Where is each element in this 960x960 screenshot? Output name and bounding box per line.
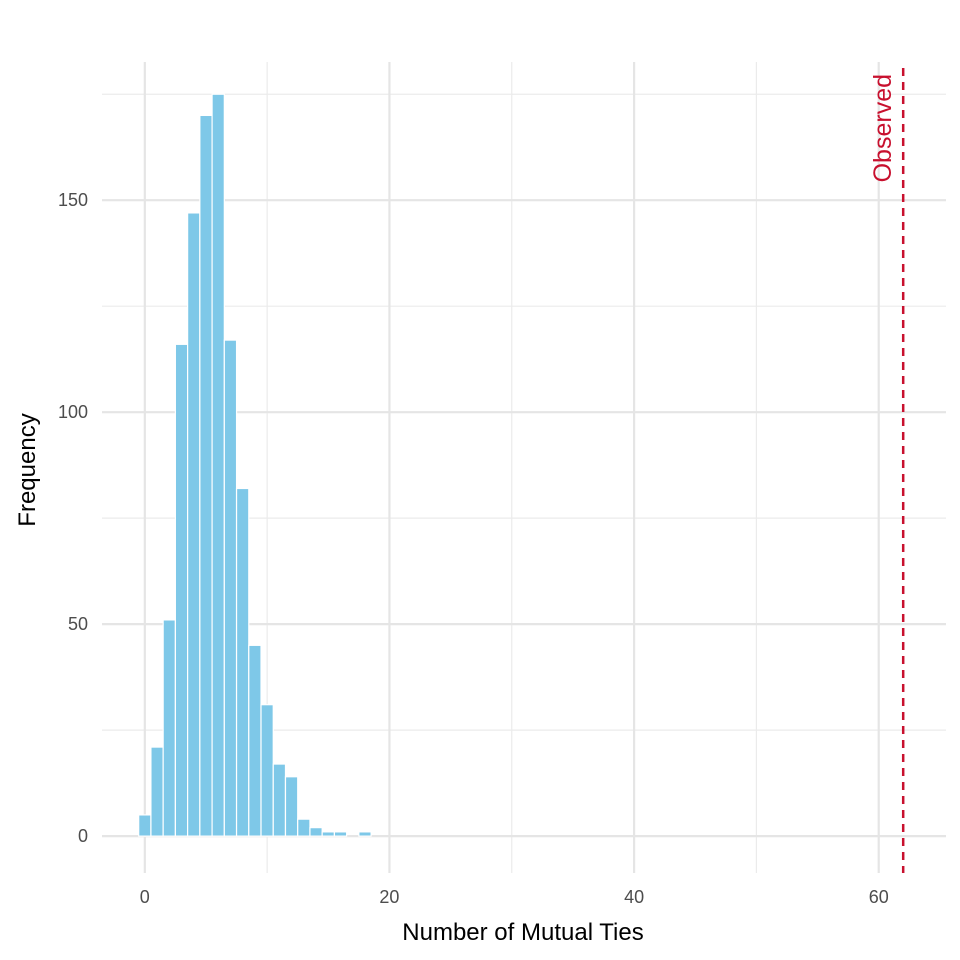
x-tick-label: 20 [379,887,399,907]
observed-marker: Observed [869,68,905,873]
histogram-bar [272,763,287,837]
histogram-bar [309,827,323,837]
histogram-bar [248,644,262,837]
y-tick-label: 100 [58,402,88,422]
histogram-bar [174,343,189,837]
histogram-bar [333,831,348,837]
histogram-bar [199,114,213,837]
x-tick-label: 60 [869,887,889,907]
histogram-bar [150,746,164,837]
x-tick-label: 0 [140,887,150,907]
x-axis-ticks: 0 20 40 60 [140,887,889,907]
y-tick-label: 0 [78,826,88,846]
y-tick-label: 50 [68,614,88,634]
y-tick-label: 150 [58,190,88,210]
y-axis-title: Frequency [14,413,41,526]
histogram-bar [321,831,336,837]
histogram-bar [162,619,176,837]
histogram-bar [138,814,152,837]
histogram-bar [187,212,201,837]
y-axis-ticks: 0 50 100 150 [58,190,88,846]
histogram-bar [211,93,225,837]
x-axis-title: Number of Mutual Ties [402,919,643,946]
histogram-bar [223,339,238,837]
observed-label: Observed [869,74,897,182]
histogram-bar [297,818,311,837]
histogram-bar [358,831,372,837]
histogram-bars [138,93,372,837]
histogram-bar [260,704,274,837]
histogram-bar [284,776,299,837]
histogram-bar [235,487,250,837]
x-tick-label: 40 [624,887,644,907]
